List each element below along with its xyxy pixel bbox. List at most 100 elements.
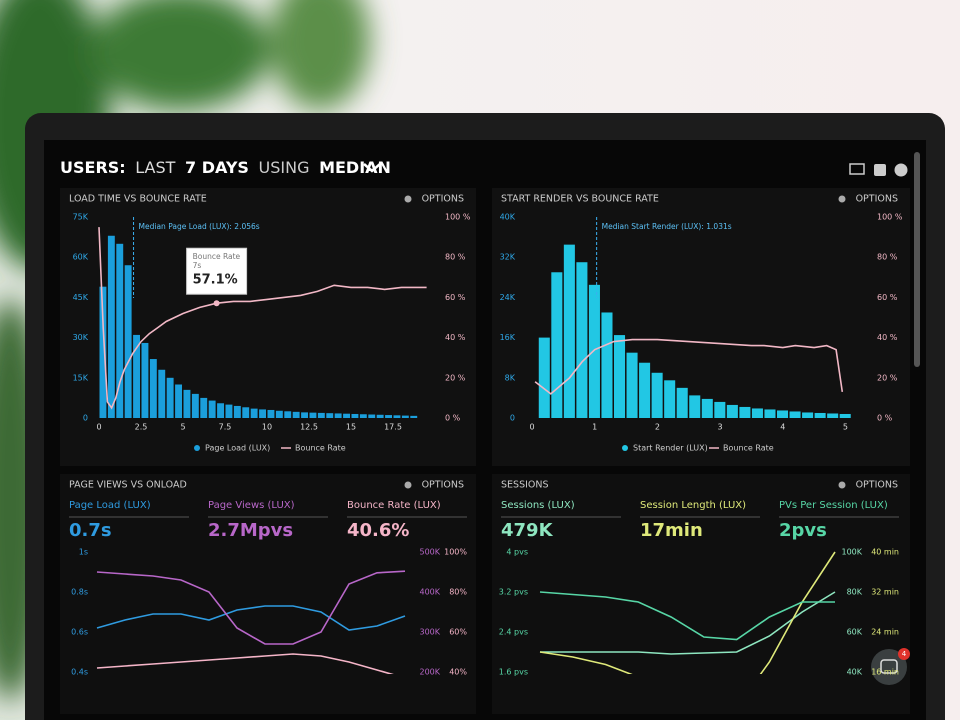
y-tick-label: 0 % [877,414,893,423]
tooltip-point [213,300,220,307]
y-tick-label: 300K [419,628,440,637]
metric-label: PVs Per Session (LUX) [779,500,888,511]
y-tick-label: 100 % [877,213,903,222]
x-tick-label: 1 [592,423,597,432]
metric-value: 40.6% [347,520,409,541]
legend-label: Start Render (LUX) [633,444,708,453]
y-tick-label: 0.4s [71,668,88,677]
metric-label: Bounce Rate (LUX) [347,500,441,511]
bar [317,412,325,418]
y-tick-label: 0 % [445,414,461,423]
y-tick-label: 20 % [445,373,466,382]
bar [275,410,283,418]
plot [96,570,406,674]
bar [343,413,350,418]
y-tick-label: 200K [419,668,440,677]
options-icon [838,481,846,489]
bar [376,414,384,418]
y-tick-label: 80K [847,588,863,597]
bar [351,413,359,418]
bar [301,412,308,418]
bar [764,409,776,418]
share-icon[interactable] [874,164,886,176]
chat-badge-count: 4 [902,650,907,658]
x-tick-label: 5 [180,423,185,432]
bar [614,335,626,418]
options-icon [404,195,412,203]
y-tick-label: 400K [419,588,440,597]
median-label: Median Page Load (LUX): 2.056s [139,222,260,231]
series-line [98,227,427,410]
legend-swatch [622,445,628,451]
bar [191,393,199,418]
plot [534,244,851,418]
chat-badge [898,648,910,660]
y-tick-label: 0 [510,414,515,423]
dropdown-arrow[interactable] [363,163,381,173]
y-tick-label: 32K [500,253,516,262]
panel [60,474,476,714]
bar [751,408,763,418]
bar [141,342,149,418]
y-tick-label: 30K [73,333,89,342]
legend-swatch [194,445,200,451]
bar [689,395,701,418]
bar [827,413,839,418]
metric-label: Session Length (LUX) [640,500,746,511]
header-part: USING [259,158,310,177]
bar [208,400,216,418]
options-button[interactable]: OPTIONS [422,194,464,205]
legend-label: Bounce Rate [295,444,346,453]
y-tick-label: 45K [73,293,89,302]
bar [664,380,676,418]
x-tick-label: 7.5 [219,423,232,432]
chat-button[interactable] [871,649,907,685]
y-tick-label: 40 % [445,333,466,342]
bar [166,377,174,418]
x-tick-label: 10 [262,423,272,432]
y-tick-label: 15K [73,373,89,382]
options-icon [404,481,412,489]
bar [538,337,550,418]
metric-label: Page Views (LUX) [208,500,295,511]
options-button[interactable]: OPTIONS [856,194,898,205]
series-line [96,605,406,631]
x-tick-label: 17.5 [384,423,402,432]
y-tick-label: 16 min [871,668,899,677]
series-line [540,591,836,655]
bar [676,387,688,418]
y-tick-label: 24K [500,293,516,302]
scrollbar[interactable] [914,152,920,367]
legend-label: Bounce Rate [723,444,774,453]
bar [334,413,342,418]
bar [149,359,157,418]
bar [242,407,250,418]
legend-label: Page Load (LUX) [205,444,270,453]
series-line [539,551,836,674]
help-icon[interactable] [894,163,908,177]
metric-value: 2pvs [779,520,827,541]
x-tick-label: 3 [718,423,723,432]
bar [701,398,713,418]
y-tick-label: 0 [83,414,88,423]
options-button[interactable]: OPTIONS [856,480,898,491]
y-tick-label: 80 % [445,253,466,262]
bar [385,415,392,418]
header-part[interactable]: MEDIAN [319,158,391,177]
bar [639,362,651,418]
y-tick-label: 60 % [445,293,466,302]
bar [368,414,376,418]
options-icon [838,195,846,203]
y-tick-label: 40 % [877,333,898,342]
y-tick-label: 60 % [877,293,898,302]
y-tick-label: 24 min [871,628,899,637]
options-button[interactable]: OPTIONS [422,480,464,491]
y-tick-label: 100% [444,548,467,557]
plot [98,227,427,418]
y-tick-label: 75K [73,213,89,222]
series-line [96,653,394,674]
bar [217,403,224,418]
monitor-icon[interactable] [849,163,865,175]
